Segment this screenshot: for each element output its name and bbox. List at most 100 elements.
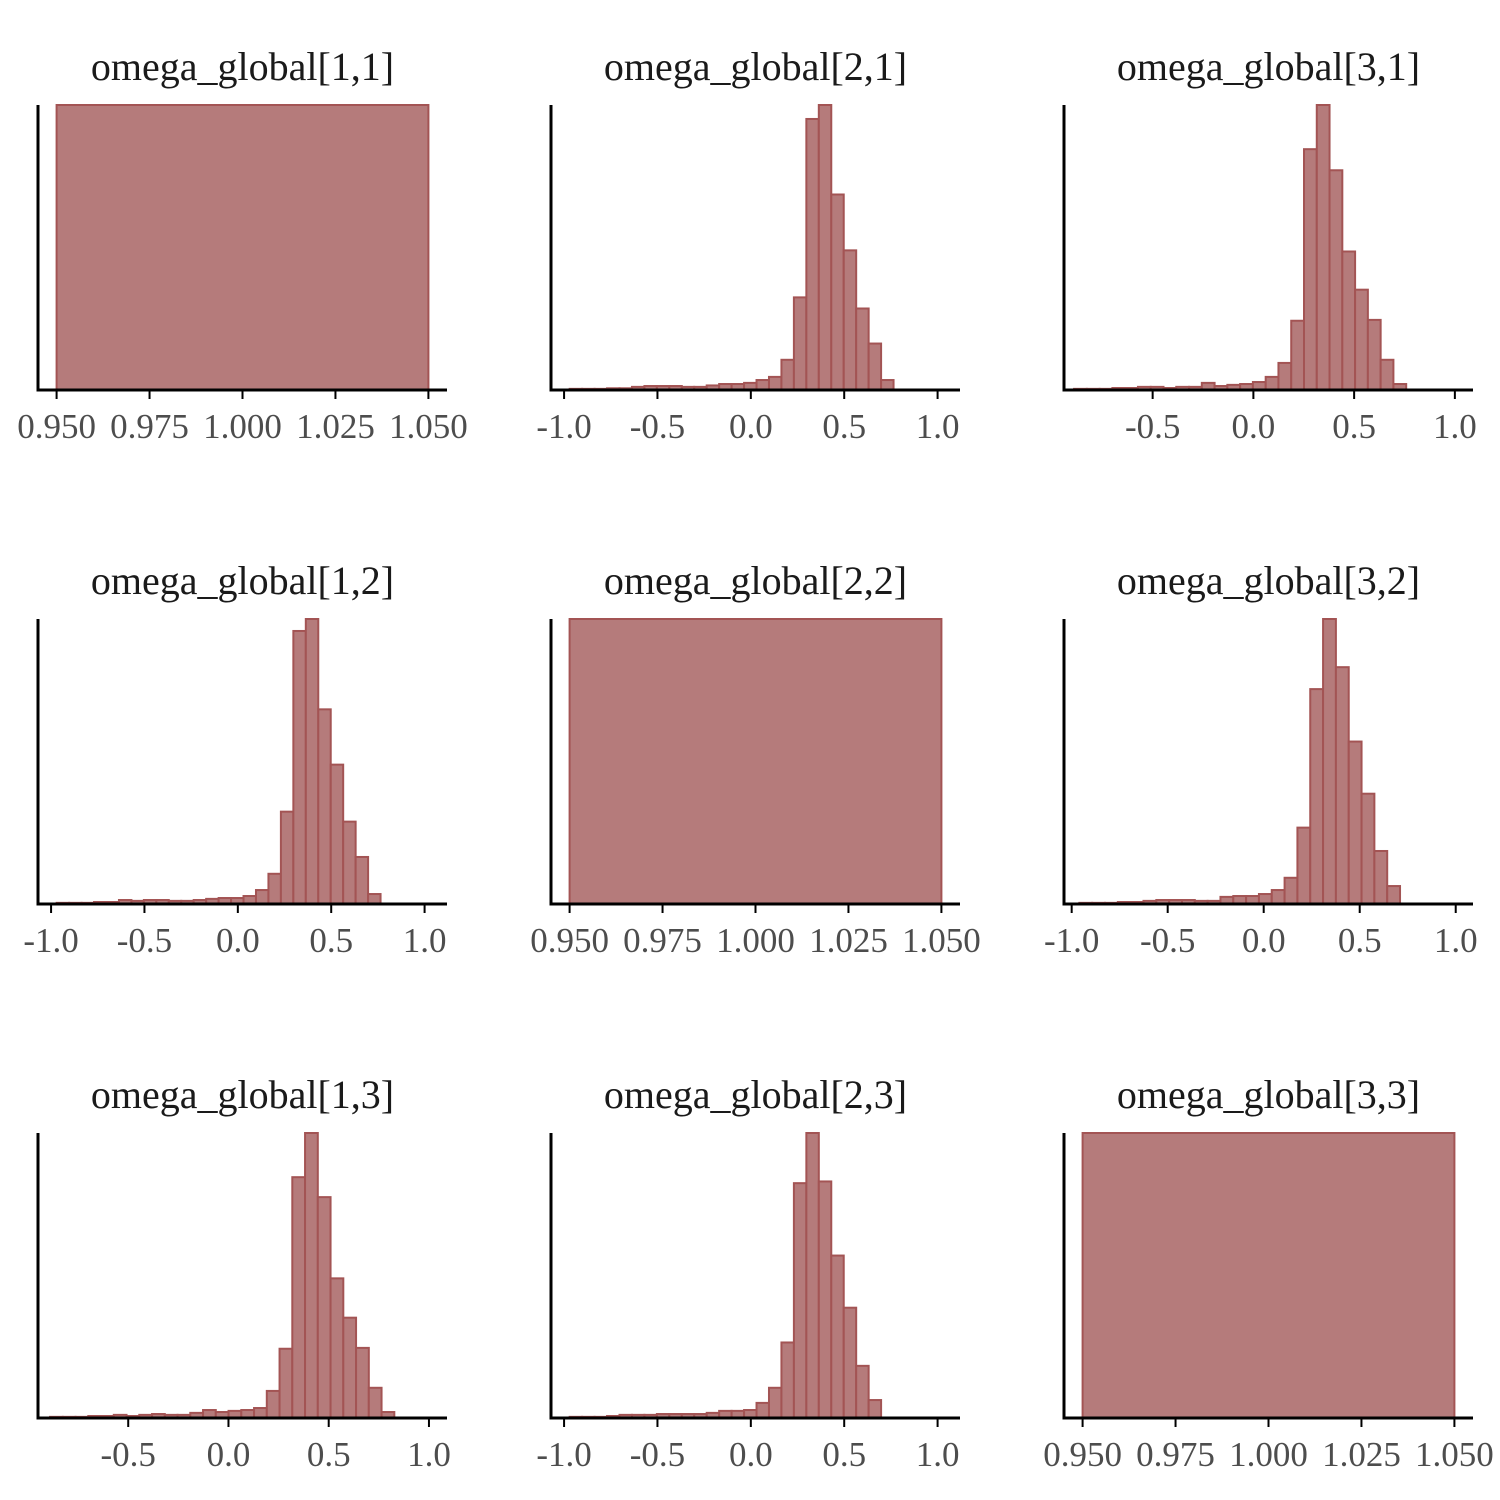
histogram-bar [1334,666,1350,905]
x-tick-label: -0.5 [1125,407,1180,446]
histogram-bar [279,810,295,905]
histogram-panel: omega_global[3,2] -1.0 -0.5 0.0 0.5 1.0 [1044,558,1478,960]
x-tick-label: 0.5 [309,921,353,960]
x-tick-label: 1.000 [1229,1435,1308,1474]
histogram-bar [1277,361,1293,391]
panel-title: omega_global[1,2] [91,558,394,603]
histogram-bar [317,708,332,905]
panel-title: omega_global[1,1] [91,44,394,89]
x-tick-label: 0.975 [110,407,189,446]
histogram-bar [780,358,795,392]
histogram-bar [55,104,430,391]
panel-title: omega_global[2,2] [604,558,907,603]
x-tick-label: 1.0 [1433,407,1477,446]
x-tick-label: -1.0 [1044,921,1099,960]
histogram-bar [1296,826,1312,905]
histogram-bar [267,872,282,905]
histogram-panel: omega_global[1,3] -0.5 0.0 0.5 1.0 [36,1072,451,1474]
histogram-bar [855,307,870,391]
histogram-bar [817,104,833,391]
x-tick-label: 0.5 [822,1435,866,1474]
histogram-bar [292,629,307,905]
panel-title: omega_global[3,1] [1117,44,1420,89]
histogram-bar [755,1401,770,1420]
histogram-bar [265,1389,281,1420]
x-tick-label: -1.0 [536,1435,591,1474]
x-tick-label: 0.0 [1242,921,1286,960]
histogram-bar [1309,688,1325,905]
panel-title: omega_global[2,3] [604,1072,907,1117]
x-tick-label: 1.0 [407,1435,451,1474]
x-tick-label: 0.5 [1332,407,1376,446]
histogram-bar [867,342,883,392]
histogram-bar [1315,104,1331,391]
histogram-bar [1373,849,1389,905]
histogram-bar [1341,250,1357,391]
histogram-panel: omega_global[3,3] 0.950 0.975 1.000 1.025 1.0… [1043,1072,1494,1474]
histogram-bar [1328,169,1344,391]
histogram-bar [817,1180,833,1419]
histogram-bar [767,375,783,392]
histogram-panel: omega_global[2,1] -1.0 -0.5 0.0 0.5 1.0 [536,44,960,446]
histogram-bar [1360,792,1376,906]
histogram-bar [767,1386,783,1420]
x-tick-label: 1.025 [809,921,888,960]
histogram-bar [1303,148,1318,391]
panel-title: omega_global[3,3] [1117,1072,1420,1117]
histogram-bar [805,117,820,391]
x-tick-label: 0.5 [1338,921,1382,960]
histogram-bar [278,1347,294,1419]
x-tick-label: -0.5 [101,1435,156,1474]
histogram-bar [792,1182,808,1420]
histogram-panel: omega_global[3,1] -0.5 0.0 0.5 1.0 [1062,44,1477,446]
x-tick-label: 1.050 [902,921,981,960]
x-tick-label: 0.950 [530,921,609,960]
histogram-bar [316,1196,332,1419]
histogram-bar [1354,288,1369,391]
x-tick-label: -0.5 [630,1435,685,1474]
histogram-bar [1290,319,1306,391]
histogram-bar [805,1132,820,1419]
histogram-panel: omega_global[1,2] -1.0 -0.5 0.0 0.5 1.0 [23,558,447,960]
x-tick-label: -1.0 [23,921,78,960]
x-tick-label: 0.950 [17,407,96,446]
histogram-bar [329,763,345,906]
x-tick-label: 0.5 [822,407,866,446]
histogram-bar [354,855,370,905]
x-tick-label: 0.975 [623,921,702,960]
histogram-bar [1366,318,1382,392]
x-tick-label: 0.5 [307,1435,351,1474]
histogram-bar [304,1132,319,1419]
x-tick-label: 0.950 [1043,1435,1122,1474]
x-tick-label: -0.5 [117,921,172,960]
histogram-bar [329,1277,345,1419]
histogram-bar [830,193,845,391]
histogram-bar [842,1306,858,1419]
histogram-panel: omega_global[1,1] 0.950 0.975 1.000 1.025 1.0… [17,44,468,446]
x-tick-label: 1.050 [389,407,468,446]
panel-title: omega_global[3,2] [1117,558,1420,603]
x-tick-label: 0.975 [1136,1435,1215,1474]
histogram-bar [568,618,943,905]
histogram-bar [792,296,808,391]
panel-title: omega_global[1,3] [91,1072,394,1117]
histogram-bar [830,1254,845,1420]
histogram-bar [1386,885,1402,905]
x-tick-label: 0.0 [1232,407,1276,446]
histogram-bar [867,1399,883,1420]
histogram-bar [342,1316,358,1420]
x-tick-label: 0.0 [216,921,260,960]
histogram-panel: omega_global[2,2] 0.950 0.975 1.000 1.025 1.0… [530,558,981,960]
histogram-bar [291,1176,307,1420]
x-tick-label: 0.0 [207,1435,251,1474]
histogram-bar [342,820,357,906]
x-tick-label: -1.0 [536,407,591,446]
x-tick-label: 1.000 [203,407,282,446]
x-tick-label: 1.0 [1434,921,1478,960]
histogram-bar [1081,1132,1456,1419]
histogram-bar [1379,358,1395,392]
x-tick-label: 1.050 [1415,1435,1494,1474]
histogram-bar [355,1346,370,1420]
histogram-bar [780,1341,795,1419]
